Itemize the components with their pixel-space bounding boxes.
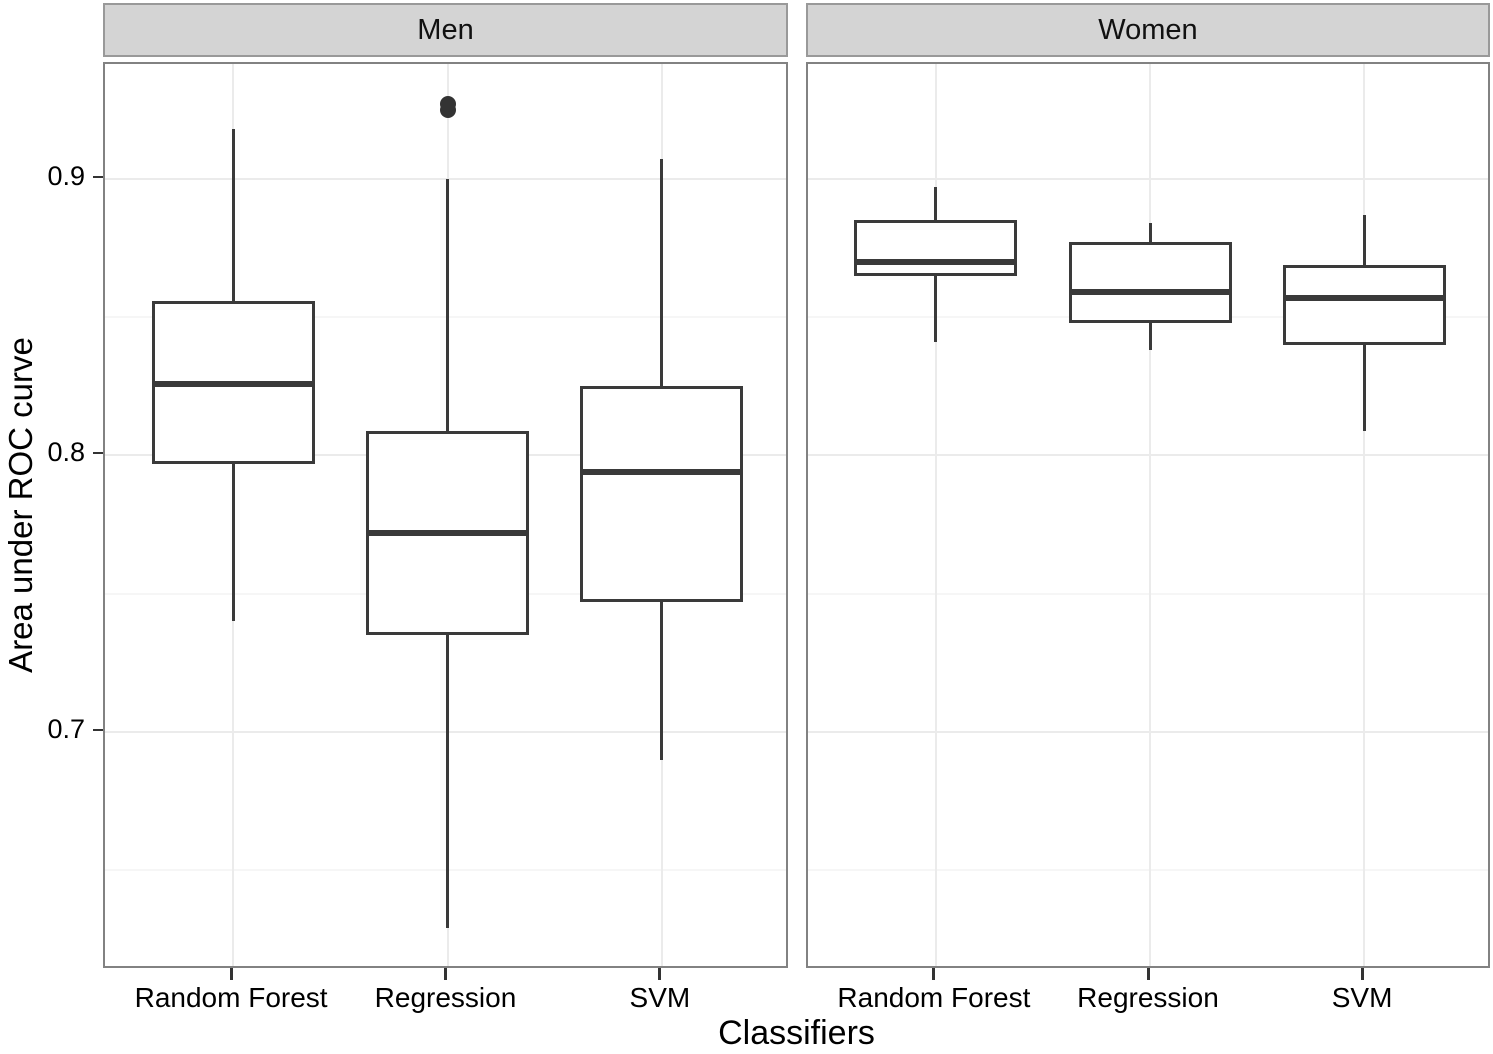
y-tick-label: 0.8 [47, 437, 85, 468]
gridline-minor [808, 869, 1488, 872]
gridline-major [105, 731, 786, 734]
x-tick-label: Random Forest [837, 982, 1031, 1013]
box-whisker-upper [934, 187, 938, 221]
median-line [151, 380, 315, 387]
strip-label: Women [1098, 13, 1198, 46]
box-whisker-upper [660, 159, 664, 387]
box-whisker-lower [1362, 344, 1366, 431]
box-rect [580, 386, 744, 603]
x-tick-label: SVM [1331, 982, 1393, 1013]
gridline-major [808, 454, 1488, 457]
gridline-major [808, 177, 1488, 180]
box-rect [1068, 242, 1232, 323]
x-tick [1360, 968, 1364, 980]
x-tick [444, 968, 447, 980]
gridline-vertical [1363, 64, 1366, 966]
box-whisker-lower [934, 275, 938, 343]
panel-men [103, 62, 788, 968]
x-tick [932, 968, 936, 980]
box-rect [1282, 264, 1446, 345]
x-tick [658, 968, 662, 980]
panel-women [806, 62, 1490, 968]
gridline-major [105, 177, 786, 180]
y-tick [93, 452, 103, 455]
box-whisker-upper [1148, 223, 1152, 243]
x-tick [229, 968, 233, 980]
box-whisker-upper [1362, 214, 1366, 265]
x-tick-label: Regression [374, 982, 517, 1013]
gridline-vertical [1149, 64, 1151, 966]
box-whisker-lower [660, 602, 664, 760]
median-line [580, 469, 744, 476]
box-whisker-lower [1148, 322, 1152, 351]
gridline-minor [105, 316, 786, 319]
y-axis-title: Area under ROC curve [2, 337, 39, 673]
median-line [1068, 289, 1232, 296]
gridline-major [808, 731, 1488, 734]
box-whisker-upper [446, 178, 449, 431]
facet-strip: Men [103, 3, 788, 57]
box-whisker-upper [231, 129, 235, 301]
facet-strip: Women [806, 3, 1490, 57]
strip-label: Men [417, 13, 474, 46]
box-whisker-lower [231, 463, 235, 622]
median-line [1282, 294, 1446, 301]
outlier-point [439, 96, 456, 113]
x-tick-label: SVM [629, 982, 691, 1013]
x-axis-title: Classifiers [718, 1014, 875, 1052]
y-tick-label: 0.9 [47, 160, 85, 191]
box-whisker-lower [446, 635, 449, 929]
box-rect [854, 220, 1018, 276]
x-tick-label: Random Forest [134, 982, 328, 1013]
x-tick-label: Regression [1077, 982, 1219, 1013]
y-tick [93, 729, 103, 732]
x-tick [1146, 968, 1150, 980]
y-tick [93, 175, 103, 178]
gridline-minor [808, 592, 1488, 595]
gridline-vertical [934, 64, 937, 966]
y-tick-label: 0.7 [47, 714, 85, 745]
gridline-minor [105, 869, 786, 872]
median-line [366, 529, 529, 536]
median-line [854, 258, 1018, 265]
